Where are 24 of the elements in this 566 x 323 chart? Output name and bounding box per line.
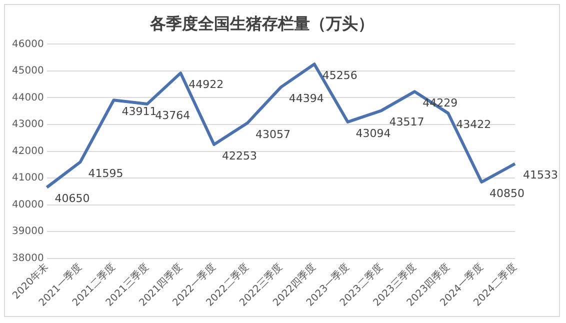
y-tick-label: 38000 bbox=[12, 252, 44, 264]
data-label: 40850 bbox=[490, 186, 525, 200]
data-label: 43911 bbox=[122, 104, 157, 118]
y-tick-label: 40000 bbox=[12, 199, 44, 210]
data-label: 40650 bbox=[54, 192, 90, 206]
data-label: 42253 bbox=[222, 149, 258, 162]
data-label: 41533 bbox=[523, 168, 558, 182]
data-label: 41595 bbox=[88, 166, 124, 180]
y-tick-label: 45000 bbox=[12, 66, 44, 77]
data-label: 43094 bbox=[356, 126, 391, 140]
y-tick-label: 46000 bbox=[12, 38, 44, 50]
data-label: 43764 bbox=[155, 108, 190, 122]
y-tick-label: 42000 bbox=[12, 146, 44, 157]
y-tick-label: 43000 bbox=[12, 119, 44, 130]
chart-title: 各季度全国生猪存栏量（万头） bbox=[149, 14, 374, 33]
data-label: 44922 bbox=[188, 78, 224, 91]
y-tick-label: 39000 bbox=[12, 226, 44, 238]
data-label: 45256 bbox=[322, 68, 358, 82]
data-label: 44394 bbox=[288, 92, 324, 106]
y-tick-label: 44000 bbox=[12, 92, 44, 104]
data-label: 43517 bbox=[389, 116, 424, 129]
y-tick-label: 41000 bbox=[12, 172, 44, 184]
data-label: 43057 bbox=[255, 128, 290, 141]
data-label: 43422 bbox=[456, 118, 492, 132]
